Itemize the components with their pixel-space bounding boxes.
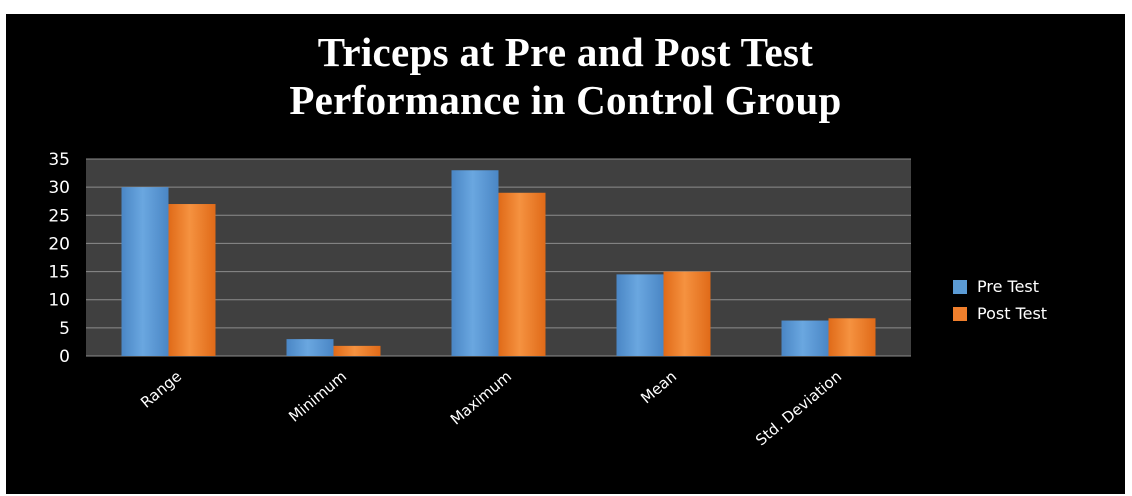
bar-pre-test	[781, 320, 829, 356]
chart-frame: Triceps at Pre and Post Test Performance…	[6, 14, 1125, 494]
legend-swatch-post-test	[953, 307, 967, 321]
bar-pre-test	[451, 170, 499, 356]
bar-post-test	[498, 192, 546, 356]
bar-post-test	[663, 271, 711, 356]
chart-title: Triceps at Pre and Post Test Performance…	[6, 28, 1125, 124]
x-category-label: Maximum	[447, 367, 515, 428]
y-tick-label: 0	[59, 347, 70, 367]
y-tick-label: 20	[48, 234, 70, 254]
y-axis-ticks: 0 5 10 15 20 25 30 35	[48, 150, 70, 367]
y-tick-label: 35	[48, 150, 70, 170]
x-axis-labels: Range Minimum Maximum Mean Std. Deviation	[137, 367, 845, 449]
x-category-label: Std. Deviation	[752, 367, 845, 449]
bar-pre-test	[616, 274, 664, 356]
y-tick-label: 5	[59, 319, 70, 339]
bars	[121, 170, 876, 356]
x-category-label: Mean	[637, 367, 680, 407]
y-tick-label: 25	[48, 206, 70, 226]
bar-pre-test	[121, 187, 169, 356]
bar-post-test	[333, 345, 381, 356]
y-tick-label: 30	[48, 178, 70, 198]
x-category-label: Range	[137, 367, 185, 411]
y-tick-label: 10	[48, 291, 70, 311]
chart-title-line-1: Triceps at Pre and Post Test	[317, 29, 814, 75]
chart-title-line-2: Performance in Control Group	[289, 77, 842, 123]
x-category-label: Minimum	[285, 367, 350, 425]
legend-swatch-pre-test	[953, 280, 967, 294]
legend-label-pre-test: Pre Test	[977, 277, 1039, 296]
legend-label-post-test: Post Test	[977, 304, 1047, 323]
bar-post-test	[168, 204, 216, 356]
y-tick-label: 15	[48, 263, 70, 283]
legend: Pre Test Post Test	[953, 277, 1047, 323]
bar-post-test	[828, 318, 876, 356]
bar-chart: 0 5 10 15 20 25 30 35 Range Minimum Maximum Mean St…	[48, 150, 1047, 449]
bar-pre-test	[286, 339, 334, 356]
